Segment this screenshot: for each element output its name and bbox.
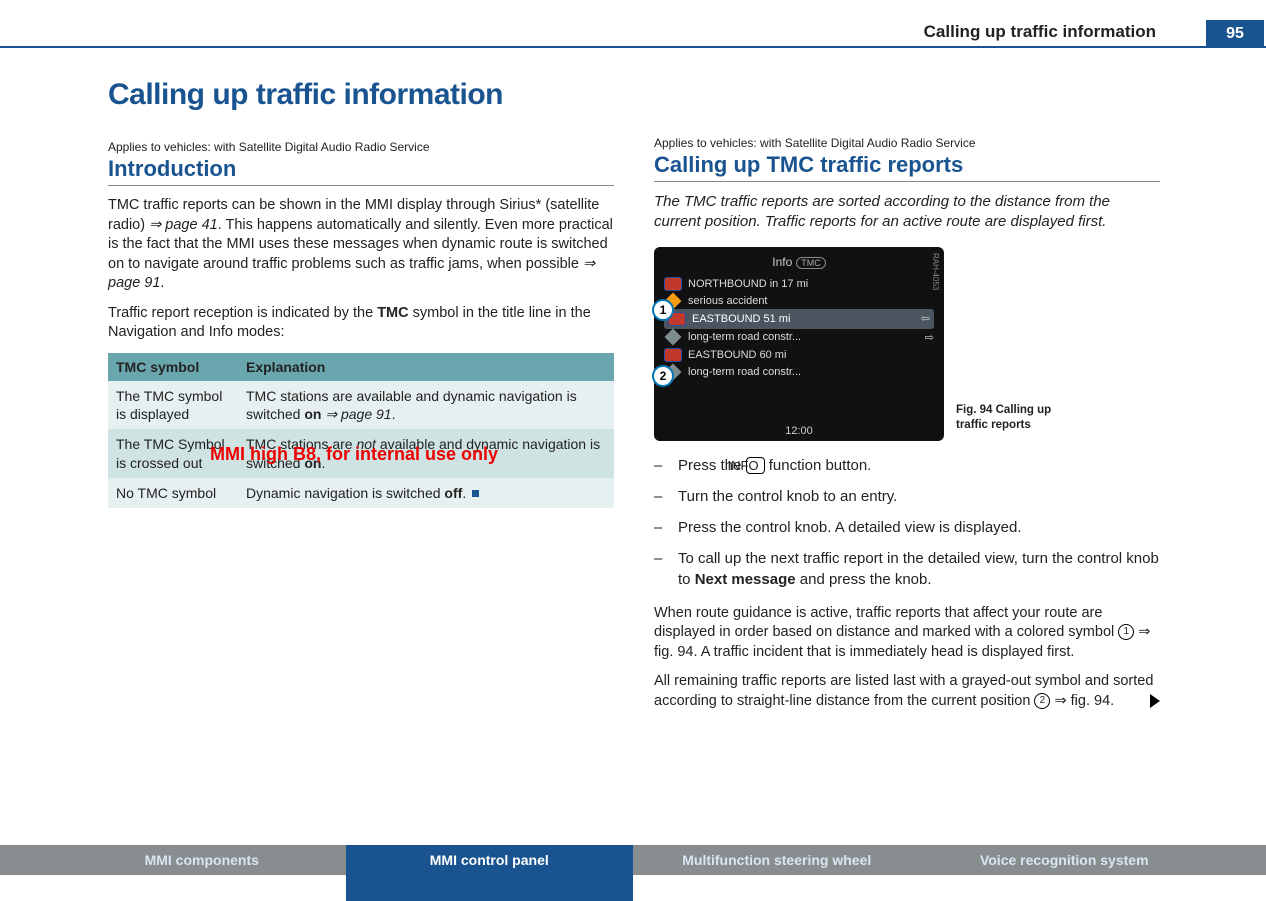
fig-row: serious accident [664, 293, 934, 309]
label: MMI control panel [430, 852, 549, 868]
continue-arrow-icon [1150, 694, 1160, 708]
text: Dynamic navigation is switched [246, 485, 444, 501]
table-row: The TMC symbol is displayed TMC stations… [108, 381, 614, 429]
intro-para-2: Traffic report reception is indicated by… [108, 304, 614, 343]
text: . [392, 406, 396, 422]
tmc-symbol-table: TMC symbol Explanation The TMC symbol is… [108, 353, 614, 508]
footer-nav: MMI components MMI control panel Multifu… [0, 845, 1266, 901]
text: EASTBOUND 51 mi [692, 313, 790, 325]
end-mark-icon [472, 490, 479, 497]
fig-topbar: Info TMC [664, 255, 934, 269]
text: . [160, 275, 164, 291]
th-symbol: TMC symbol [108, 353, 238, 381]
label: Voice recognition system [980, 852, 1149, 868]
page-ref: ⇒ page 41 [149, 217, 218, 233]
cell: Dynamic navigation is switched off. [238, 478, 614, 508]
mmi-screen-mock: RAH-4053 Info TMC NORTHBOUND in 17 mi ser… [654, 247, 944, 441]
steps-list: Press the INFO function button. Turn the… [654, 455, 1160, 590]
text-bold: off [444, 485, 462, 501]
table-header-row: TMC symbol Explanation [108, 353, 614, 381]
tmc-pill: TMC [796, 257, 826, 269]
fig-row-selected: EASTBOUND 51 mi ⇦ [664, 309, 934, 329]
footer-pad [0, 845, 58, 875]
text: serious accident [688, 295, 768, 307]
route-shield-icon [664, 277, 682, 291]
section-tmc-reports: Calling up TMC traffic reports [654, 152, 1160, 182]
label: MMI components [145, 852, 259, 868]
text: function button. [765, 457, 872, 474]
step: To call up the next traffic report in th… [654, 548, 1160, 590]
footer-tab-steering-wheel[interactable]: Multifunction steering wheel [633, 845, 921, 875]
text: TMC stations are available and dynamic n… [246, 388, 577, 422]
page-ref: ⇒ page 91 [321, 406, 391, 422]
text: Info [772, 255, 792, 269]
label: Multifunction steering wheel [682, 852, 871, 868]
step: Press the INFO function button. [654, 455, 1160, 476]
callout-2: 2 [652, 365, 674, 387]
header-title: Calling up traffic information [924, 22, 1156, 42]
applies-note-right: Applies to vehicles: with Satellite Digi… [654, 136, 1160, 150]
step: Press the control knob. A detailed view … [654, 517, 1160, 538]
footer-tab-voice[interactable]: Voice recognition system [921, 845, 1209, 875]
header-rule [0, 46, 1266, 48]
footer-tab-control-panel[interactable]: MMI control panel [346, 845, 634, 901]
page-header: Calling up traffic information 95 [0, 22, 1266, 48]
text: long-term road constr... [688, 331, 801, 343]
arrow-right-icon: ⇨ [925, 331, 934, 344]
left-column: Calling up traffic information Applies t… [108, 78, 614, 721]
text: ⇒ fig. 94. [1050, 693, 1114, 709]
text: EASTBOUND 60 mi [688, 349, 786, 361]
callout-1: 1 [652, 299, 674, 321]
callout-ref-2: 2 [1034, 693, 1050, 709]
cell: The TMC symbol is displayed [108, 381, 238, 429]
footer-pad [1208, 845, 1266, 875]
fig-clock: 12:00 [654, 425, 944, 437]
text: NORTHBOUND in 17 mi [688, 278, 808, 290]
text: Traffic report reception is indicated by… [108, 305, 377, 321]
fig-row: long-term road constr... ⇨ [664, 329, 934, 346]
image-code: RAH-4053 [931, 253, 940, 290]
figure-94: RAH-4053 Info TMC NORTHBOUND in 17 mi ser… [654, 247, 1160, 441]
callout-ref-1: 1 [1118, 624, 1134, 640]
footer-tab-components[interactable]: MMI components [58, 845, 346, 875]
lead-paragraph: The TMC traffic reports are sorted accor… [654, 192, 1160, 233]
text-bold: Next message [695, 571, 796, 588]
th-explanation: Explanation [238, 353, 614, 381]
body-para: All remaining traffic reports are listed… [654, 672, 1160, 711]
text-bold: on [304, 406, 321, 422]
intro-para-1: TMC traffic reports can be shown in the … [108, 196, 614, 294]
text: When route guidance is active, traffic r… [654, 605, 1118, 641]
info-button-label: INFO [746, 457, 765, 475]
text: and press the knob. [796, 571, 932, 588]
fig-row: long-term road constr... [664, 364, 934, 380]
text-bold: TMC [377, 305, 408, 321]
watermark: MMI high B8, for internal use only [210, 444, 498, 465]
section-introduction: Introduction [108, 156, 614, 186]
cell: No TMC symbol [108, 478, 238, 508]
fig-row: NORTHBOUND in 17 mi [664, 275, 934, 293]
text: . [462, 485, 466, 501]
text: long-term road constr... [688, 366, 801, 378]
fig-row: EASTBOUND 60 mi [664, 346, 934, 364]
page-number-badge: 95 [1206, 20, 1264, 48]
warning-icon [665, 329, 682, 346]
route-shield-icon [664, 348, 682, 362]
arrow-left-icon: ⇦ [921, 312, 930, 325]
applies-note-left: Applies to vehicles: with Satellite Digi… [108, 140, 614, 154]
table-row: No TMC symbol Dynamic navigation is swit… [108, 478, 614, 508]
figure-caption: Fig. 94 Calling up traffic reports [956, 403, 1066, 441]
page-title: Calling up traffic information [108, 78, 614, 112]
cell: TMC stations are available and dynamic n… [238, 381, 614, 429]
right-column: Applies to vehicles: with Satellite Digi… [654, 78, 1160, 721]
body-para: When route guidance is active, traffic r… [654, 604, 1160, 663]
step: Turn the control knob to an entry. [654, 486, 1160, 507]
